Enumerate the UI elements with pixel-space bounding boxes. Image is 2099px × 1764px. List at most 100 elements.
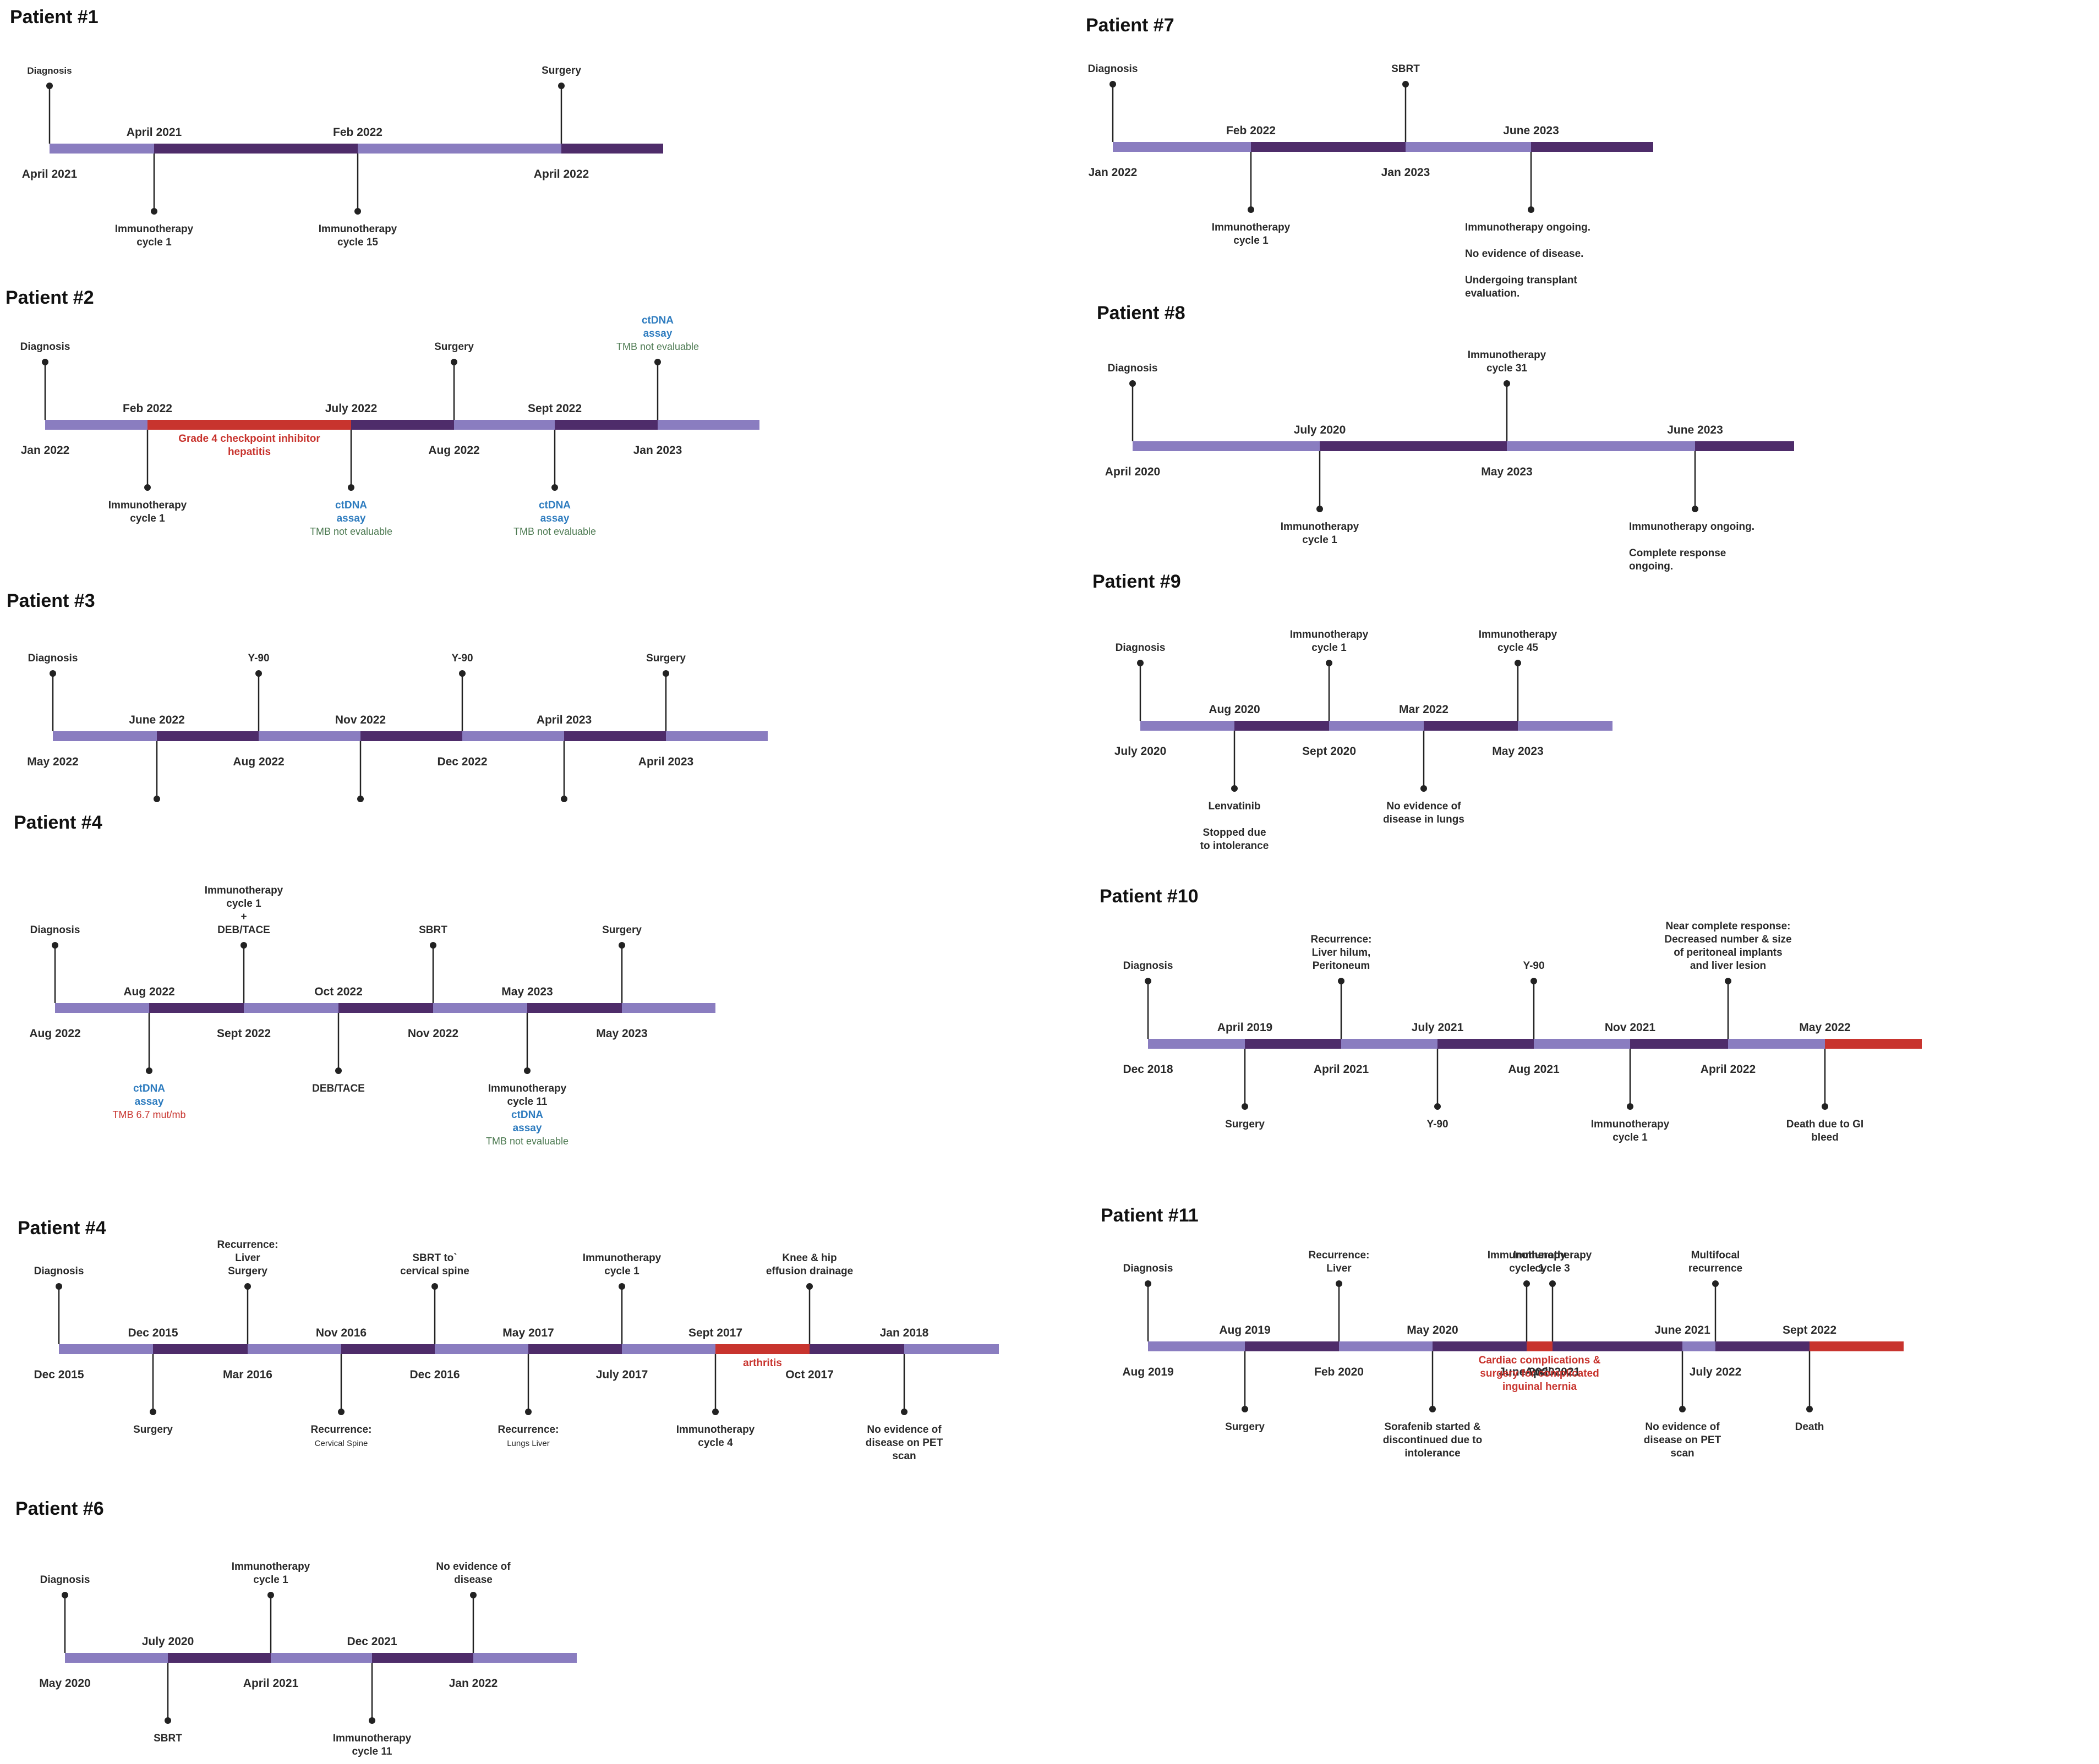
timeline-date: April 2021 [22, 168, 78, 180]
patient-timeline: Patient #2 Jan 2022 Feb 2022 July 2022 Aug 2… [6, 287, 759, 537]
marker-label: cycle 1 [1233, 235, 1269, 246]
marker-dot [56, 1283, 62, 1290]
timeline-date: Aug 2021 [1508, 1063, 1560, 1076]
marker-label: Immunotherapy [488, 1083, 567, 1094]
marker-label: Immunotherapy [583, 1252, 662, 1264]
timeline-date: April 2021 [1314, 1063, 1369, 1076]
marker-label: assay [540, 513, 570, 524]
marker-dot [1109, 81, 1116, 87]
marker-dot [1336, 1280, 1342, 1287]
marker-dot [524, 1067, 531, 1074]
marker-label: Liver [235, 1252, 260, 1264]
timeline-date: July 2020 [1294, 424, 1346, 436]
marker-dot [357, 796, 364, 802]
marker-label: cycle 31 [1486, 363, 1527, 374]
marker-label: ctDNA [511, 1109, 543, 1121]
marker-label: cycle 1 [604, 1266, 639, 1277]
marker-label: ctDNA [133, 1083, 165, 1094]
patient-timeline: Patient #1 April 2021 April 2021 Feb 2022 Ap… [10, 7, 663, 248]
marker-dot [1523, 1280, 1530, 1287]
timeline-segment-light [65, 1653, 168, 1663]
timeline-date: Oct 2017 [785, 1368, 834, 1381]
marker-dot [335, 1067, 342, 1074]
timeline-date: Sept 2020 [1302, 745, 1356, 758]
tmb-note: TMB 6.7 mut/mb [112, 1109, 185, 1120]
marker-label: Liver [1326, 1263, 1352, 1274]
marker-dot [1137, 660, 1144, 666]
timeline-segment-light [462, 731, 564, 741]
marker-label: Diagnosis [30, 924, 80, 936]
marker-dot [1402, 81, 1409, 87]
timeline-date: July 2017 [596, 1368, 648, 1381]
marker-label: SBRT to` [412, 1252, 457, 1264]
marker-label: cycle 3 [1535, 1263, 1570, 1274]
marker-dot [1316, 506, 1323, 512]
timeline-segment-light [248, 1344, 341, 1354]
timeline-date: Jan 2018 [880, 1327, 929, 1339]
segment-note: arthritis [743, 1357, 782, 1369]
timeline-date: June 2021 [1654, 1324, 1710, 1336]
timeline-segment-dark [1245, 1039, 1341, 1049]
marker-label: Diagnosis [40, 1574, 90, 1586]
timeline-segment-light [622, 1003, 715, 1013]
marker-dot [1242, 1406, 1248, 1412]
marker-label: assay [643, 328, 673, 339]
marker-label: and liver lesion [1690, 960, 1766, 972]
marker-label: Undergoing transplant [1465, 275, 1577, 286]
marker-dot [619, 942, 625, 949]
marker-label: DEB/TACE [217, 924, 270, 936]
timeline-segment-dark [1320, 441, 1507, 451]
marker-label: cycle 15 [337, 237, 378, 248]
timeline-segment-light [904, 1344, 999, 1354]
marker-dot [430, 942, 436, 949]
timeline-segment-dark [154, 144, 358, 154]
timeline-segment-dark [372, 1653, 473, 1663]
timeline-segment-dark [555, 420, 658, 430]
patient-title: Patient #6 [15, 1498, 104, 1519]
marker-label: Recurrence: [498, 1424, 559, 1436]
timeline-segment-dark [1424, 721, 1518, 731]
timeline-date: Jan 2022 [21, 444, 70, 457]
patient-title: Patient #4 [14, 812, 102, 833]
marker-label: Y-90 [451, 653, 473, 664]
marker-dot [240, 942, 247, 949]
timeline-segment-light [59, 1344, 153, 1354]
marker-label: ctDNA [642, 315, 674, 326]
marker-label: Surgery [542, 65, 581, 76]
marker-label: No evidence of [1645, 1421, 1720, 1433]
marker-label: Near complete response: [1665, 921, 1790, 932]
marker-label: cycle 1 [130, 513, 165, 524]
marker-label: Diagnosis [1088, 63, 1138, 75]
timeline-segment-dark [1715, 1341, 1810, 1351]
marker-dot [431, 1283, 438, 1290]
tmb-note: TMB not evaluable [486, 1136, 569, 1147]
marker-label: Multifocal [1691, 1250, 1740, 1261]
timeline-date: April 2022 [1701, 1063, 1756, 1076]
marker-dot [1434, 1103, 1441, 1110]
timeline-segment-light [45, 420, 147, 430]
marker-label: Sorafenib started & [1384, 1421, 1481, 1433]
marker-label: Surgery [646, 653, 686, 664]
patient-title: Patient #9 [1092, 571, 1181, 592]
marker-dot [244, 1283, 251, 1290]
marker-dot [46, 83, 53, 89]
marker-dot [267, 1592, 274, 1598]
marker-dot [1145, 1280, 1151, 1287]
marker-label: intolerance [1404, 1448, 1460, 1459]
marker-dot [165, 1717, 171, 1724]
marker-detail: Cervical Spine [315, 1439, 368, 1448]
timeline-segment-light [1339, 1341, 1433, 1351]
marker-label: disease [454, 1574, 493, 1586]
marker-label: Y-90 [1426, 1119, 1448, 1130]
timeline-segment-light [454, 420, 555, 430]
marker-dot [154, 796, 160, 802]
marker-label: Immunotherapy ongoing. [1465, 222, 1590, 233]
timeline-segment-dark [528, 1344, 622, 1354]
timeline-date: May 2020 [1407, 1324, 1458, 1336]
timeline-segment-dark [149, 1003, 244, 1013]
marker-label: Surgery [434, 341, 474, 353]
marker-dot [1692, 506, 1698, 512]
marker-label: Immunotherapy [1513, 1250, 1592, 1261]
marker-label: SBRT [419, 924, 447, 936]
marker-label: cycle 4 [698, 1437, 733, 1449]
